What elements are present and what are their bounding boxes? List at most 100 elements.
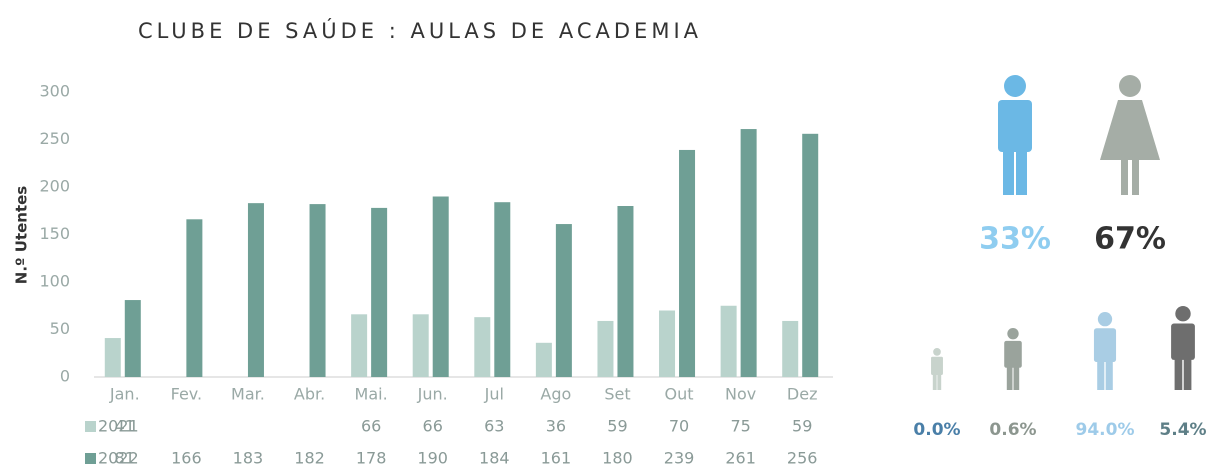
bar [617, 206, 634, 377]
gender-icon [1100, 75, 1160, 195]
chart-title: CLUBE DE SAÚDE : AULAS DE ACADEMIA [138, 18, 702, 43]
icon-leg [1013, 366, 1020, 390]
icon-leg [1097, 360, 1105, 390]
table-value: 166 [171, 449, 202, 468]
x-tick-label: Jan. [109, 385, 140, 404]
bar [186, 219, 203, 377]
bar [740, 129, 757, 377]
table-value: 184 [479, 449, 510, 468]
gender-icon [998, 75, 1032, 195]
y-tick-label: 250 [39, 129, 70, 148]
icon-body [1171, 323, 1195, 360]
bar [679, 149, 696, 377]
table-value: 63 [484, 417, 504, 436]
x-tick-label: Ago [540, 385, 571, 404]
y-tick-label: 300 [39, 82, 70, 101]
icon-head [1007, 328, 1019, 340]
table-value: 256 [787, 449, 818, 468]
x-tick-label: Abr. [294, 385, 325, 404]
y-tick-label: 50 [50, 319, 70, 338]
gender-label: 67% [1094, 222, 1166, 257]
bar [474, 317, 491, 377]
table-value: 66 [361, 417, 381, 436]
icon-head [1097, 312, 1113, 327]
bar [124, 300, 141, 377]
bar [597, 320, 614, 377]
table-value: 59 [792, 417, 812, 436]
table-value: 161 [541, 449, 572, 468]
bar [412, 314, 429, 377]
icon-body [1100, 100, 1160, 160]
y-tick-label: 0 [60, 367, 70, 386]
legend-swatch [85, 421, 96, 432]
bar [720, 305, 737, 377]
bar [351, 314, 368, 377]
icon-body [1093, 328, 1117, 363]
x-tick-label: Set [604, 385, 630, 404]
bar [659, 310, 676, 377]
x-tick-label: Nov [725, 385, 756, 404]
bar [247, 203, 264, 377]
group-label: 0.6% [989, 420, 1036, 440]
table-value: 36 [546, 417, 566, 436]
table-value: 66 [423, 417, 443, 436]
y-tick-label: 100 [39, 272, 70, 291]
gender-label: 33% [979, 222, 1051, 257]
icon-head [1175, 306, 1191, 322]
icon-leg [1121, 160, 1128, 195]
icon-leg [1006, 366, 1013, 390]
icon-leg [932, 374, 937, 390]
icon-body [998, 100, 1032, 152]
y-tick-label: 200 [39, 177, 70, 196]
bar [104, 338, 121, 377]
icon-head [1004, 75, 1026, 97]
bar [432, 196, 449, 377]
table-value: 178 [356, 449, 387, 468]
icon-leg [1132, 160, 1139, 195]
bar [309, 204, 326, 377]
legend-label: 2021 [98, 417, 139, 436]
icon-head [1119, 75, 1141, 97]
legend-swatch [85, 453, 96, 464]
table-value: 180 [602, 449, 633, 468]
bar [782, 320, 799, 377]
x-tick-label: Out [665, 385, 694, 404]
table-value: 183 [233, 449, 264, 468]
icon-body [931, 356, 943, 375]
bar [371, 207, 388, 377]
table-value: 239 [664, 449, 695, 468]
table-value: 182 [294, 449, 325, 468]
group-label: 5.4% [1159, 420, 1206, 440]
icon-head [933, 348, 941, 356]
bar [802, 133, 819, 377]
group-icon [1171, 306, 1195, 390]
icon-leg [1003, 150, 1014, 195]
group-icon [1004, 328, 1022, 390]
x-tick-label: Mar. [231, 385, 265, 404]
table-value: 81 [115, 449, 135, 468]
y-tick-label: 150 [39, 224, 70, 243]
bar [535, 342, 552, 377]
bar [494, 202, 511, 377]
y-axis-label: N.º Utentes [13, 186, 31, 284]
table-value: 75 [730, 417, 750, 436]
table-value: 70 [669, 417, 689, 436]
icon-leg [1105, 360, 1113, 390]
icon-leg [1016, 150, 1027, 195]
icon-body [1004, 340, 1022, 368]
icon-leg [1174, 358, 1183, 390]
x-tick-label: Dez [787, 385, 818, 404]
x-tick-label: Jul [484, 385, 504, 404]
x-tick-label: Mai. [355, 385, 388, 404]
group-icon [1093, 312, 1117, 390]
x-tick-label: Jun. [417, 385, 448, 404]
table-value: 59 [607, 417, 627, 436]
x-tick-label: Fev. [171, 385, 202, 404]
group-label: 94.0% [1076, 420, 1135, 440]
icon-leg [937, 374, 942, 390]
table-value: 261 [725, 449, 756, 468]
icon-leg [1183, 358, 1192, 390]
table-value: 41 [115, 417, 135, 436]
bar [555, 224, 572, 377]
